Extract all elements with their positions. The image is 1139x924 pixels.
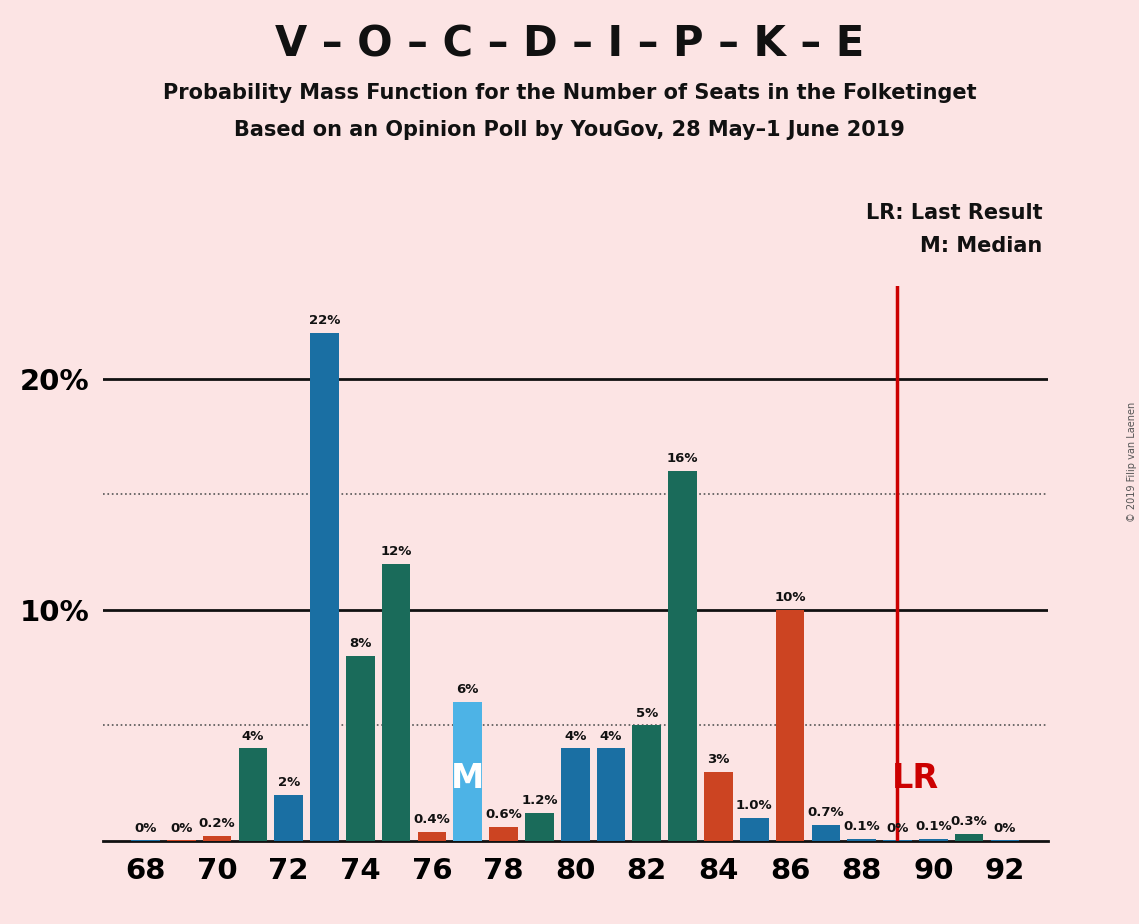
Text: 3%: 3% [707,753,730,766]
Bar [560,748,590,841]
Bar [525,813,554,841]
Text: 0%: 0% [134,822,157,835]
Text: 4%: 4% [241,730,264,743]
Text: V – O – C – D – I – P – K – E: V – O – C – D – I – P – K – E [274,23,865,65]
Bar [597,748,625,841]
Text: 0.2%: 0.2% [199,818,236,831]
Text: Probability Mass Function for the Number of Seats in the Folketinget: Probability Mass Function for the Number… [163,83,976,103]
Text: 6%: 6% [457,684,480,697]
Text: LR: LR [892,761,939,795]
Bar [167,840,196,841]
Bar [740,818,769,841]
Text: 0.6%: 0.6% [485,808,522,821]
Bar [669,471,697,841]
Text: 4%: 4% [600,730,622,743]
Text: 0.3%: 0.3% [951,815,988,828]
Text: LR: Last Result: LR: Last Result [866,203,1042,224]
Text: 1.2%: 1.2% [522,795,558,808]
Bar [704,772,732,841]
Text: 0%: 0% [993,822,1016,835]
Text: 12%: 12% [380,545,412,558]
Bar [490,827,518,841]
Bar [310,333,338,841]
Bar [883,840,912,841]
Text: 0.1%: 0.1% [915,820,951,833]
Bar [811,824,841,841]
Text: 1.0%: 1.0% [736,799,772,812]
Bar [954,833,983,841]
Text: 0.1%: 0.1% [843,820,880,833]
Text: 0.4%: 0.4% [413,813,450,826]
Bar [847,839,876,841]
Text: 2%: 2% [278,776,300,789]
Bar [203,836,231,841]
Text: M: Median: M: Median [920,236,1042,256]
Text: 10%: 10% [775,591,805,604]
Bar [418,832,446,841]
Text: 0.7%: 0.7% [808,806,844,819]
Text: 16%: 16% [666,453,698,466]
Text: Based on an Opinion Poll by YouGov, 28 May–1 June 2019: Based on an Opinion Poll by YouGov, 28 M… [233,120,906,140]
Bar [238,748,268,841]
Text: 8%: 8% [350,638,371,650]
Text: 0%: 0% [886,822,909,835]
Bar [991,840,1019,841]
Bar [274,795,303,841]
Bar [632,725,661,841]
Text: 4%: 4% [564,730,587,743]
Text: 0%: 0% [170,822,192,835]
Text: M: M [451,761,484,795]
Bar [453,702,482,841]
Text: © 2019 Filip van Laenen: © 2019 Filip van Laenen [1126,402,1137,522]
Text: 22%: 22% [309,314,341,327]
Bar [346,656,375,841]
Bar [776,610,804,841]
Bar [131,840,159,841]
Bar [919,839,948,841]
Bar [382,564,410,841]
Text: 5%: 5% [636,707,658,720]
